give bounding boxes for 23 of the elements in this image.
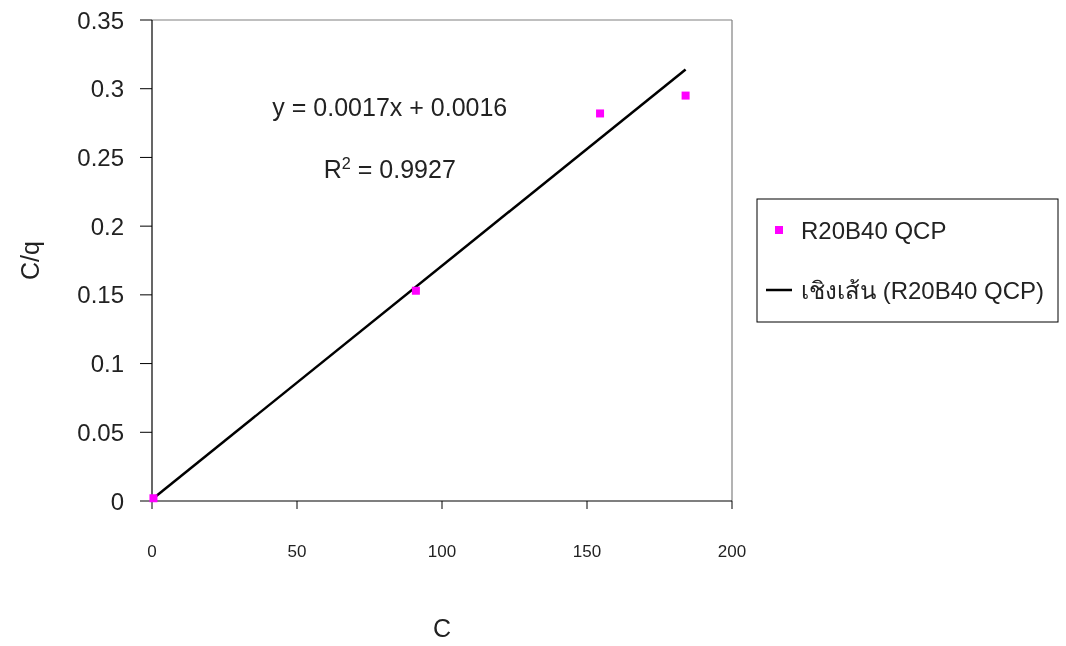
annotation: y = 0.0017x + 0.0016 (272, 92, 508, 121)
y-tick-label: 0.1 (90, 350, 124, 378)
legend-label: R20B40 QCP (801, 216, 947, 244)
x-axis-title: C (432, 614, 452, 642)
y-tick-label: 0 (110, 487, 124, 515)
x-tick-label: 100 (427, 542, 457, 562)
legend-label: เชิงเส้น (R20B40 QCP) (801, 276, 1045, 304)
y-tick-label: 0.15 (77, 281, 124, 309)
point (149, 494, 158, 503)
x-tick-label: 50 (287, 542, 307, 562)
annotation: R$^{2}$ = 0.9927 (323, 154, 456, 184)
x-tick-label: 0 (147, 542, 157, 562)
y-tick-label: 0.05 (77, 418, 124, 446)
y-tick-label: 0.2 (90, 212, 124, 240)
y-axis-title: C/q (16, 241, 44, 280)
point (681, 91, 690, 100)
y-tick-label: 0.35 (77, 6, 124, 34)
x-tick-label: 150 (572, 542, 602, 562)
y-tick-label: 0.25 (77, 144, 124, 172)
point (596, 109, 605, 118)
y-tick-label: 0.3 (90, 75, 124, 103)
point (411, 286, 420, 295)
x-tick-label: 200 (717, 542, 747, 562)
